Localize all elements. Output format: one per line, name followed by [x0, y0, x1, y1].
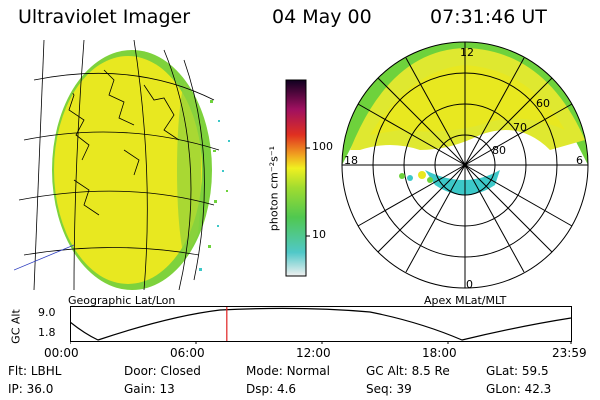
earth-disk — [54, 56, 202, 284]
polar-grid — [341, 41, 589, 289]
status-gc-alt: GC Alt: 8.5 Re — [366, 364, 450, 378]
colorbar-unit-label: photon cm⁻²s⁻¹ — [267, 145, 281, 232]
polar-blobs — [399, 171, 433, 183]
altitude-curve — [70, 307, 572, 341]
status-ip: IP: 36.0 — [8, 382, 54, 396]
mlt-6-label: 6 — [576, 154, 583, 167]
coastlines — [63, 69, 180, 216]
altitude-ytick-9: 9.0 — [38, 306, 56, 319]
time-label: 07:31:46 UT — [430, 6, 547, 28]
mlat-60-label: 60 — [536, 97, 550, 110]
xtick-2359: 23:59 — [552, 346, 587, 360]
mlt-18-label: 18 — [344, 154, 358, 167]
mlt-12-label: 12 — [460, 46, 474, 59]
altitude-ytick-1: 1.8 — [38, 326, 56, 339]
status-mode: Mode: Normal — [246, 364, 330, 378]
instrument-title: Ultraviolet Imager — [18, 6, 191, 28]
mlat-80-label: 80 — [492, 144, 506, 157]
status-flt: Flt: LBHL — [8, 364, 62, 378]
colorbar-tick-10: 10 — [312, 228, 326, 241]
apex-caption: Apex MLat/MLT — [424, 294, 507, 307]
status-dsp: Dsp: 4.6 — [246, 382, 297, 396]
status-door: Door: Closed — [124, 364, 201, 378]
geographic-caption: Geographic Lat/Lon — [68, 294, 176, 307]
xtick-1800: 18:00 — [422, 346, 457, 360]
colorbar-tick-100: 100 — [312, 140, 333, 153]
status-glat: GLat: 59.5 — [486, 364, 549, 378]
xtick-0600: 06:00 — [170, 346, 205, 360]
mlat-70-label: 70 — [513, 121, 527, 134]
geographic-image — [14, 40, 230, 290]
date-label: 04 May 00 — [272, 6, 372, 28]
colorbar — [285, 79, 310, 277]
lat-lon-grid — [14, 40, 220, 290]
status-seq: Seq: 39 — [366, 382, 412, 396]
speckle-halo — [199, 100, 230, 271]
xtick-0000: 00:00 — [44, 346, 79, 360]
status-gain: Gain: 13 — [124, 382, 175, 396]
status-glon: GLon: 42.3 — [486, 382, 552, 396]
mlt-0-label: 0 — [466, 278, 473, 291]
altitude-ylabel: GC Alt — [9, 309, 23, 344]
polar-plot — [341, 41, 589, 289]
altitude-plot — [70, 306, 572, 344]
xtick-1200: 12:00 — [296, 346, 331, 360]
